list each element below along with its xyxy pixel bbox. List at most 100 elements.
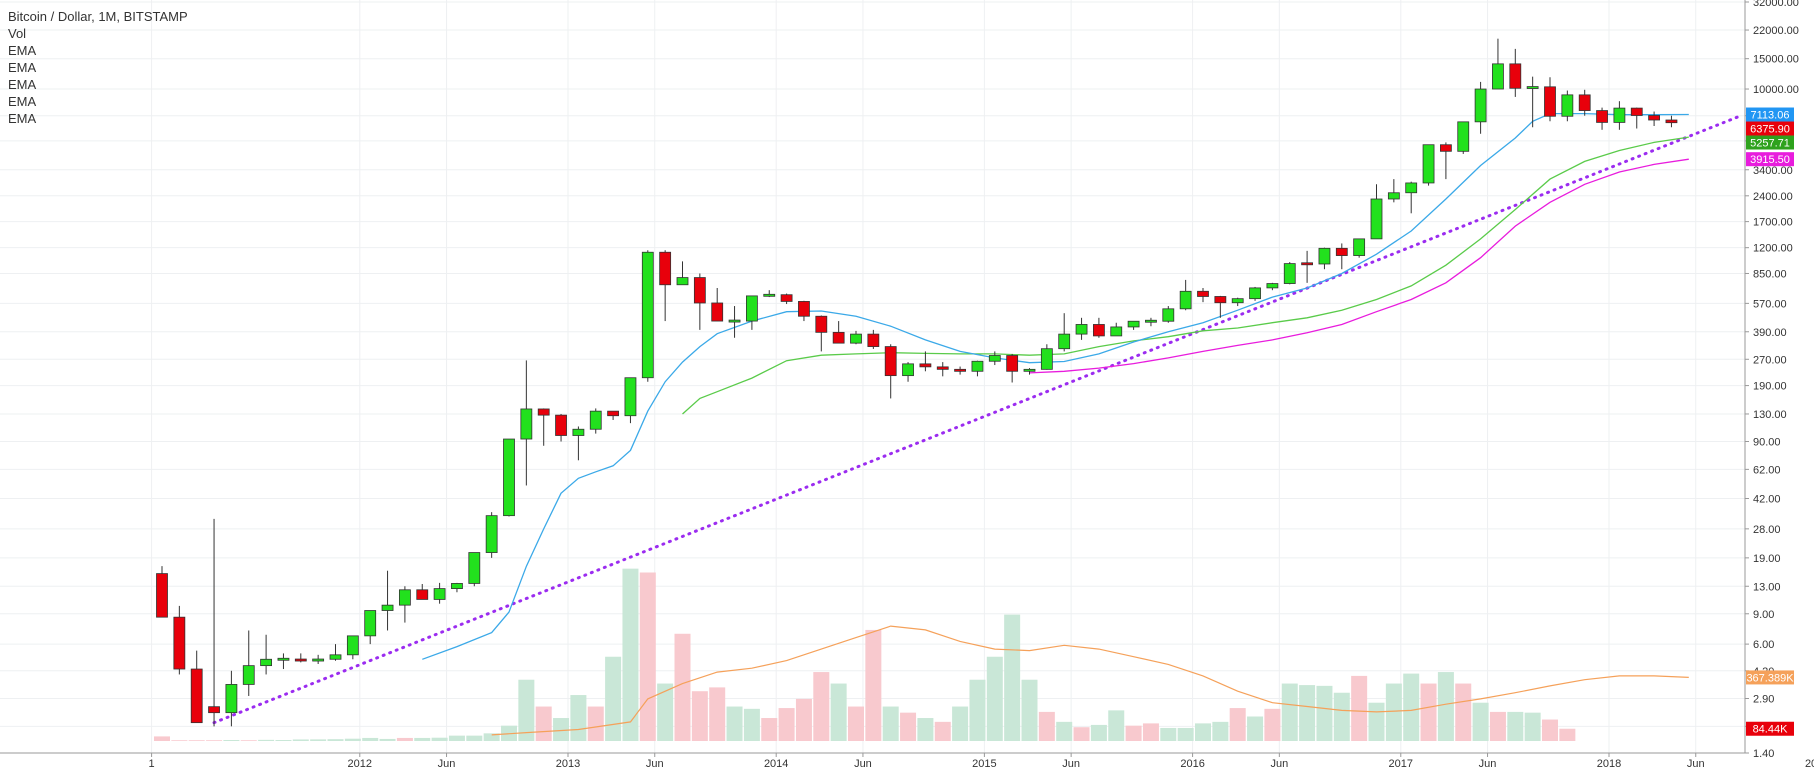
candle-body	[1492, 63, 1504, 90]
candle	[1162, 306, 1175, 323]
volume-bar	[986, 656, 1003, 741]
volume-bar	[275, 740, 292, 741]
price-tick-label: 22000.00	[1753, 25, 1799, 37]
candle-body	[364, 610, 377, 637]
volume-bar	[952, 706, 969, 741]
candle	[850, 330, 862, 345]
volume-bar	[622, 568, 639, 741]
candle-body	[520, 408, 533, 440]
volume-bar	[917, 718, 934, 741]
volume-bar	[483, 733, 500, 741]
legend-item-ema-2[interactable]: EMA	[8, 60, 37, 75]
legend-item-ema-1[interactable]: EMA	[8, 43, 37, 58]
candle-body	[1145, 319, 1157, 323]
volume-bar	[1333, 692, 1350, 741]
candle-body	[676, 277, 689, 286]
candle	[572, 426, 585, 461]
candle-body	[572, 428, 585, 436]
candle-body	[1665, 119, 1678, 124]
candle	[1474, 81, 1487, 134]
time-tick-label: Jun	[646, 758, 664, 769]
volume-bar	[1229, 708, 1246, 741]
volume-bar	[1090, 724, 1107, 741]
candle	[329, 644, 342, 661]
time-tick-label: 2012	[348, 758, 372, 769]
candle	[555, 413, 567, 442]
candle-body	[537, 408, 550, 416]
price-label: 6375.90	[1746, 121, 1794, 136]
price-tick-label: 130.00	[1753, 409, 1787, 421]
candle-body	[1266, 283, 1279, 289]
candle-body	[902, 363, 914, 377]
volume-bar	[362, 737, 379, 741]
candle	[1561, 90, 1574, 122]
candle	[537, 408, 550, 446]
candle	[1613, 101, 1626, 130]
time-tick-label: Jun	[1270, 758, 1288, 769]
candle-body	[1509, 63, 1522, 89]
candle	[693, 273, 706, 330]
candle	[589, 408, 602, 434]
candle	[1387, 179, 1400, 203]
price-tick-label: 1700.00	[1753, 217, 1793, 229]
candle-body	[1474, 88, 1487, 123]
candle	[1648, 111, 1660, 127]
candle	[173, 605, 186, 675]
volume-bar	[743, 708, 760, 741]
volume-bar	[171, 740, 188, 741]
candle	[346, 635, 359, 660]
volume-bar	[535, 706, 552, 741]
volume-bars	[154, 568, 1576, 741]
candle	[225, 670, 238, 727]
candle-body	[988, 355, 1001, 362]
volume-label: 84.44K	[1746, 721, 1794, 736]
volume-bar	[154, 736, 170, 741]
candle-body	[1370, 198, 1383, 240]
candle	[294, 653, 307, 663]
candle	[1544, 77, 1556, 122]
volume-bar	[1507, 711, 1524, 741]
candle	[1283, 262, 1296, 285]
candle	[1231, 297, 1244, 307]
volume-bar	[1108, 710, 1125, 741]
price-tick-label: 190.00	[1753, 381, 1787, 393]
time-tick-label: 2014	[764, 758, 788, 769]
candle	[728, 306, 741, 338]
volume-bar	[865, 629, 882, 741]
legend-item-vol[interactable]: Vol	[8, 26, 27, 41]
candle	[1370, 184, 1383, 240]
volume-bar	[657, 683, 674, 741]
volume-bar	[1247, 716, 1264, 741]
candle-body	[1231, 298, 1244, 304]
candle-body	[1387, 192, 1400, 200]
candle	[1006, 353, 1019, 383]
candle	[1665, 115, 1678, 128]
time-axis: 1 2012 Jun 2013 Jun 2014 Jun 2015 Jun 2016 Jun 2017…	[0, 752, 1814, 769]
candle	[971, 360, 984, 377]
candle	[1058, 313, 1071, 352]
volume-bar	[1212, 721, 1229, 741]
candle-body	[711, 302, 724, 322]
price-tick-label: 850.00	[1753, 268, 1787, 280]
candle-body	[416, 589, 429, 600]
volume-bar	[1489, 711, 1506, 741]
legend-title[interactable]: Bitcoin / Dollar, 1M, BITSTAMP	[8, 9, 188, 24]
volume-bar	[1073, 727, 1090, 741]
legend-item-ema-4[interactable]: EMA	[8, 94, 37, 109]
price-tick-label: 270.00	[1753, 354, 1787, 366]
price-label-text: 5257.71	[1750, 138, 1790, 150]
candle-body	[624, 377, 637, 417]
price-tick-label: 62.00	[1753, 464, 1781, 476]
candle	[242, 630, 255, 696]
volume-bar	[1038, 711, 1055, 741]
candle	[815, 315, 828, 352]
volume-bar	[674, 633, 691, 741]
ema-blue-line	[422, 112, 1689, 660]
legend-item-ema-5[interactable]: EMA	[8, 111, 37, 126]
legend-item-ema-3[interactable]: EMA	[8, 77, 37, 92]
candle-body	[1335, 247, 1348, 256]
candle	[1179, 279, 1192, 311]
candle-body	[468, 552, 481, 584]
